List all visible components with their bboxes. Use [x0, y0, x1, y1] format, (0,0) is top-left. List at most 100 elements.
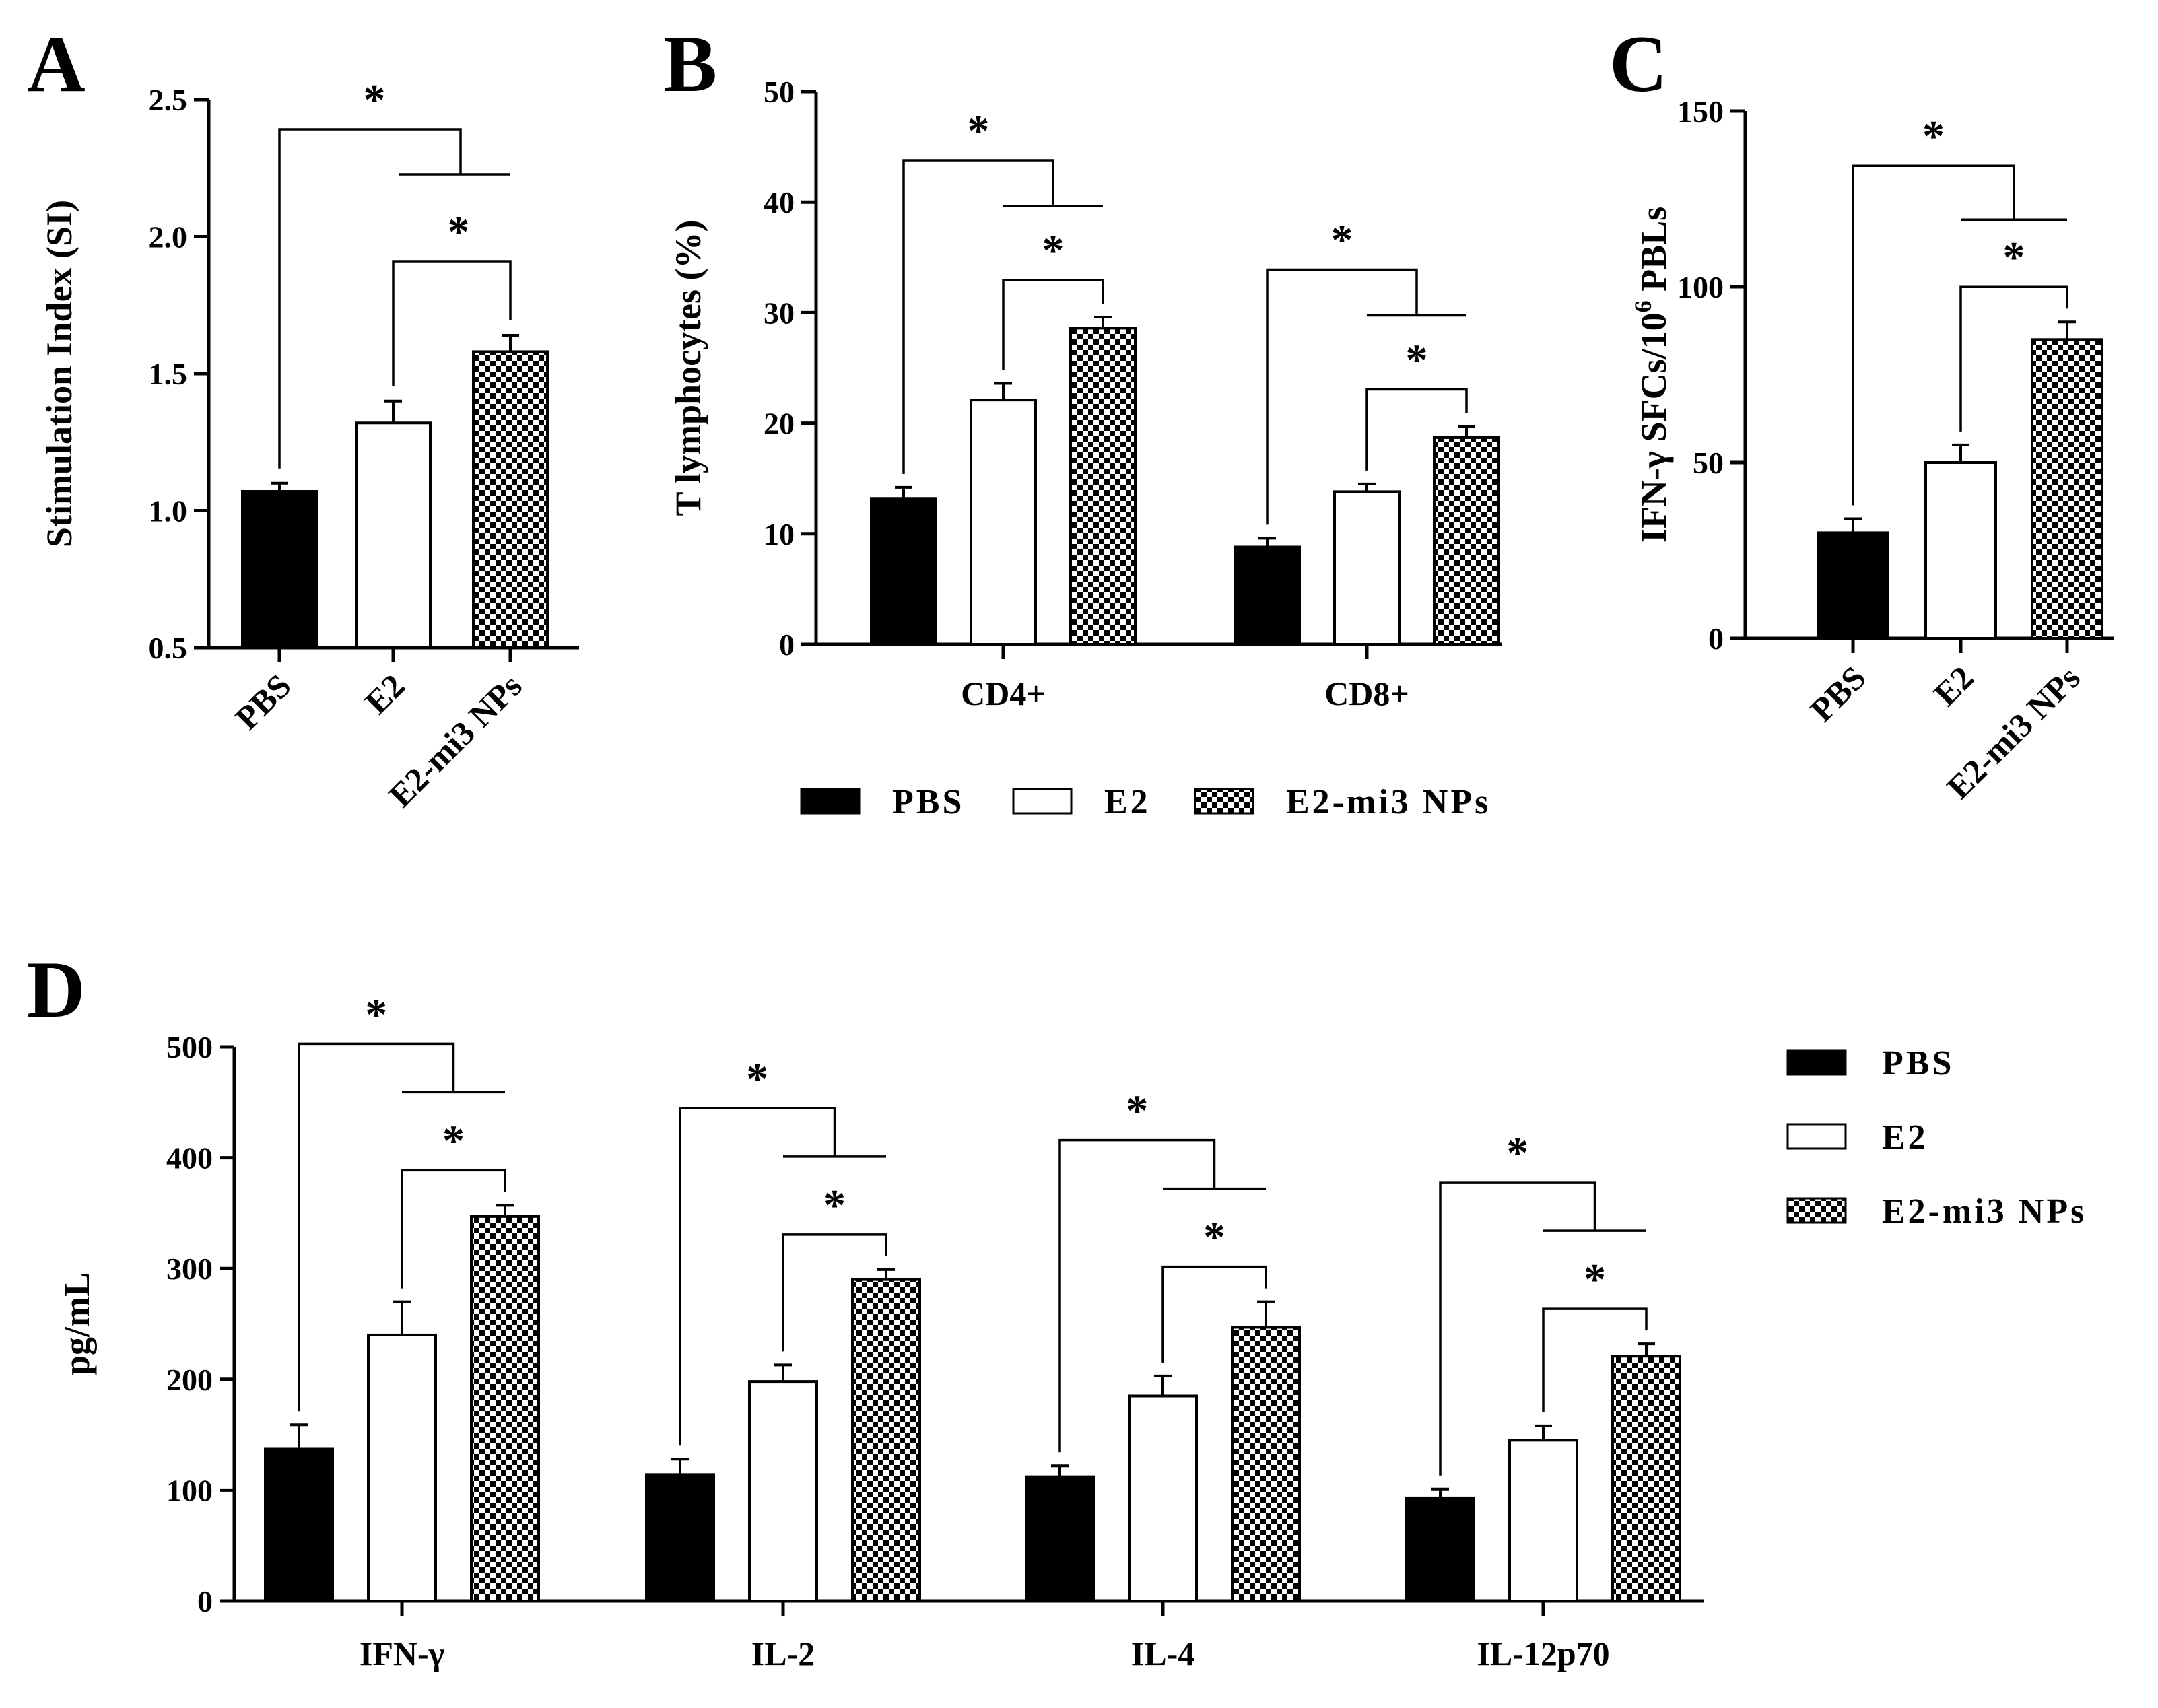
legend-d-swatch-e2 [1786, 1123, 1847, 1150]
panel-letter-b: B [663, 19, 717, 108]
bar-e2-mi3-nps [1231, 1326, 1301, 1602]
x-category-label: PBS [1802, 658, 1873, 728]
significance-star: * [1126, 1087, 1148, 1136]
significance-bracket-inner [1365, 388, 1468, 471]
legend-b-swatch-e2 [1012, 788, 1073, 815]
significance-bracket-outer [278, 128, 462, 469]
significance-star: * [2003, 233, 2025, 282]
significance-star: * [1584, 1255, 1606, 1304]
y-tick-label: 0 [779, 627, 795, 662]
y-tick-label: 30 [764, 296, 795, 330]
bar-e2 [970, 399, 1037, 646]
significance-star: * [1042, 226, 1065, 275]
y-tick-label: 20 [764, 407, 795, 441]
panel-letter-a: A [27, 19, 86, 108]
bar-e2 [748, 1380, 818, 1603]
bar-pbs [1817, 531, 1889, 640]
y-tick-label: 0 [197, 1584, 213, 1618]
significance-bracket-inner [1161, 1265, 1267, 1363]
y-axis-title: T lymphocytes (%) [668, 220, 708, 516]
y-tick-label: 50 [1693, 446, 1724, 480]
y-tick-label: 200 [166, 1363, 213, 1397]
x-group-label: CD8+ [1324, 675, 1409, 712]
legend-d-swatch-pbs [1786, 1049, 1847, 1076]
significance-bracket-inner [1002, 279, 1104, 370]
significance-star: * [746, 1054, 768, 1103]
significance-bracket-inner [1542, 1307, 1648, 1412]
x-category-label: PBS [228, 667, 298, 737]
y-axis-title: Stimulation Index (SI) [39, 200, 79, 547]
bar-e2-mi3-nps [472, 350, 549, 649]
legend-d-label-pbs: PBS [1882, 1044, 1954, 1083]
legend-b-swatch-e2-mi3 [1194, 788, 1254, 815]
x-group-label: CD4+ [961, 675, 1046, 712]
y-tick-label: 0.5 [149, 631, 188, 665]
x-group-label: IL-4 [1131, 1635, 1194, 1672]
bar-pbs [1234, 545, 1301, 646]
significance-bracket-inner [392, 260, 512, 386]
legend-d-label-e2-mi3: E2-mi3 NPs [1882, 1192, 2087, 1231]
bar-e2 [1333, 490, 1401, 646]
significance-star: * [448, 207, 470, 257]
bar-pbs [1405, 1496, 1475, 1603]
significance-star: * [1922, 112, 1945, 161]
significance-bracket-outer [1266, 268, 1418, 525]
y-tick-label: 2.0 [149, 220, 188, 254]
legend-b-label-pbs: PBS [892, 783, 964, 821]
legend-b-swatch-pbs [800, 788, 861, 815]
bar-e2-mi3-nps [1433, 436, 1500, 646]
significance-star: * [364, 75, 386, 125]
significance-bracket-inner [1959, 285, 2068, 432]
significance-bracket-outer [679, 1107, 836, 1446]
x-category-label: E2 [1926, 658, 1981, 713]
panel-d-chart: 0 100 200 300 400 500 IFN-γ * * IL-2 * * IL-4 * * IL-12… [57, 990, 1704, 1672]
x-group-label: IFN-γ [360, 1635, 444, 1672]
legend-panel-b: PBS E2 E2-mi3 NPs [800, 783, 1491, 821]
bar-pbs [1025, 1475, 1095, 1602]
significance-star: * [1406, 336, 1428, 385]
x-group-label: IL-2 [751, 1635, 815, 1672]
legend-b-label-e2-mi3: E2-mi3 NPs [1286, 783, 1491, 821]
y-axis-title: IFN-γ SFCs/106 PBLs [1629, 207, 1674, 543]
legend-b-label-e2: E2 [1104, 783, 1151, 821]
bar-e2-mi3-nps [1069, 327, 1137, 646]
significance-bracket-outer [1058, 1138, 1216, 1453]
bar-pbs [264, 1447, 334, 1603]
y-tick-label: 300 [166, 1252, 213, 1286]
legend-d-swatch-e2-mi3 [1786, 1197, 1847, 1224]
significance-bracket-inner [401, 1169, 506, 1289]
bar-e2 [1508, 1439, 1578, 1603]
panel-b-chart: 0 10 20 30 40 50 CD4+ * * CD8+ * * T lymphocytes (%) [668, 75, 1502, 712]
significance-bracket-outer [1852, 164, 2015, 506]
y-tick-label: 10 [764, 517, 795, 551]
x-category-label: E2 [358, 667, 412, 721]
panel-letter-c: C [1609, 19, 1668, 108]
bar-pbs [241, 490, 318, 650]
bar-e2 [1924, 461, 1997, 640]
significance-bracket-outer [902, 159, 1054, 474]
significance-bracket-outer [1439, 1181, 1596, 1476]
y-tick-label: 100 [1677, 270, 1724, 304]
significance-star: * [1506, 1128, 1528, 1177]
legend-panel-d: PBS E2 E2-mi3 NPs [1786, 1044, 2087, 1231]
panel-letter-d: D [27, 945, 86, 1034]
bar-e2-mi3-nps [470, 1215, 540, 1602]
significance-star: * [1331, 216, 1353, 265]
y-tick-label: 40 [764, 185, 795, 219]
y-tick-label: 1.5 [149, 357, 188, 391]
bar-e2 [1128, 1394, 1198, 1602]
x-group-label: IL-12p70 [1477, 1635, 1609, 1672]
bar-pbs [645, 1473, 715, 1602]
y-tick-label: 500 [166, 1030, 213, 1064]
bar-e2 [355, 421, 432, 649]
y-tick-label: 0 [1708, 621, 1724, 656]
bar-e2-mi3-nps [1611, 1355, 1681, 1602]
y-tick-label: 1.0 [149, 494, 188, 528]
significance-bracket-inner [782, 1233, 887, 1352]
bar-e2-mi3-nps [2031, 338, 2103, 640]
significance-star: * [1203, 1213, 1225, 1262]
significance-star: * [823, 1181, 846, 1230]
